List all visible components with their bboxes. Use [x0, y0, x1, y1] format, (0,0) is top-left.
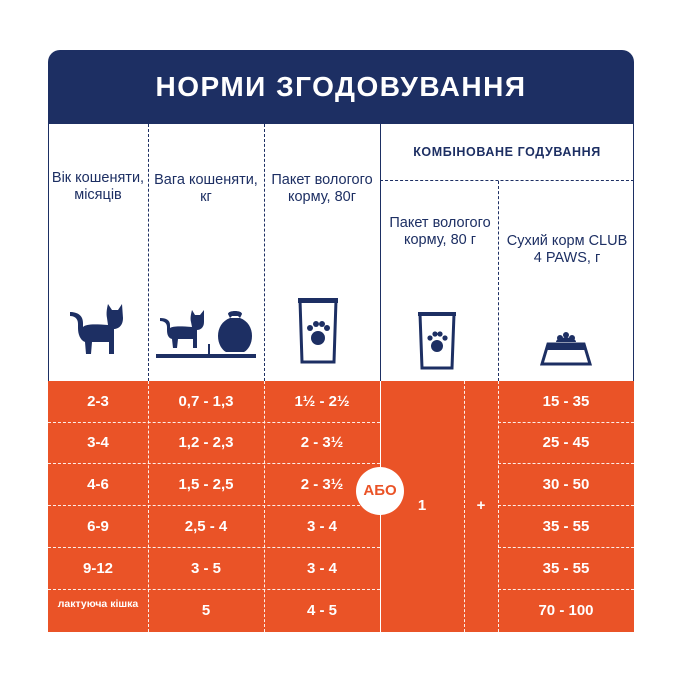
feeding-table-card: НОРМИ ЗГОДОВУВАННЯ Вік кошеняти, місяців… — [48, 50, 634, 632]
combined-divider — [380, 180, 634, 181]
table-cell-wet: 1½ - 2½ — [294, 393, 350, 410]
table-cell-dry: 70 - 100 — [538, 602, 594, 619]
col-divider — [498, 381, 499, 632]
col-divider — [148, 124, 149, 381]
col-divider — [464, 381, 465, 632]
table-cell-wet: 3 - 4 — [306, 518, 337, 535]
table-cell-wet: 2 - 3½ — [300, 434, 344, 451]
table-cell-age: 2-3 — [87, 393, 109, 410]
cat-icon — [70, 304, 123, 354]
page-title: НОРМИ ЗГОДОВУВАННЯ — [155, 71, 527, 102]
col-divider-solid — [380, 124, 381, 381]
table-cell-dry: 15 - 35 — [542, 393, 590, 410]
data-table — [48, 381, 634, 632]
cat-with-weight-icon — [156, 310, 256, 358]
table-cell-age: 3-4 — [87, 434, 109, 451]
row-divider — [48, 589, 380, 590]
row-divider — [498, 463, 634, 464]
wet-food-pouch-icon — [418, 312, 456, 370]
combined-wet-value: 1 — [417, 497, 427, 514]
header-combined-wet: Пакет вологого корму, 80 г — [389, 215, 491, 248]
wet-food-pouch-icon — [298, 298, 338, 364]
header-combined-dry: Сухий корм CLUB 4 PAWS, г — [506, 233, 628, 266]
col-divider — [264, 381, 265, 632]
col-divider — [264, 124, 265, 381]
table-cell-dry: 25 - 45 — [542, 434, 590, 451]
table-cell-weight: 0,7 - 1,3 — [178, 393, 234, 410]
header-combined: КОМБІНОВАНЕ ГОДУВАННЯ — [413, 145, 601, 159]
table-cell-wet: 4 - 5 — [306, 602, 337, 619]
table-cell-dry: 35 - 55 — [542, 560, 590, 577]
table-cell-wet: 3 - 4 — [306, 560, 337, 577]
or-badge: АБО — [356, 467, 404, 515]
table-cell-wet: 2 - 3½ — [300, 476, 344, 493]
row-divider — [498, 422, 634, 423]
table-cell-weight: 2,5 - 4 — [184, 518, 228, 535]
plus-sign: + — [476, 497, 486, 514]
row-divider — [498, 547, 634, 548]
col-divider — [148, 381, 149, 632]
food-bowl-icon — [539, 332, 593, 366]
table-cell-dry: 30 - 50 — [542, 476, 590, 493]
row-divider — [48, 547, 380, 548]
table-cell-age: 6-9 — [87, 518, 109, 535]
table-cell-weight: 1,5 - 2,5 — [178, 476, 234, 493]
header-age: Вік кошеняти, місяців — [51, 170, 145, 203]
table-cell-dry: 35 - 55 — [542, 518, 590, 535]
table-cell-age: 4-6 — [87, 476, 109, 493]
table-cell-weight: 5 — [201, 602, 211, 619]
row-divider — [48, 463, 380, 464]
row-divider — [498, 589, 634, 590]
col-divider — [498, 181, 499, 381]
row-divider — [498, 505, 634, 506]
row-divider — [48, 505, 380, 506]
header-zone — [48, 124, 634, 431]
table-cell-weight: 1,2 - 2,3 — [178, 434, 234, 451]
table-header-banner: НОРМИ ЗГОДОВУВАННЯ — [48, 50, 634, 124]
table-cell-weight: 3 - 5 — [190, 560, 221, 577]
table-cell-age: лактуюча кішка — [57, 598, 139, 610]
header-wet-pack: Пакет вологого корму, 80г — [271, 172, 373, 205]
table-cell-age: 9-12 — [82, 560, 114, 577]
row-divider — [48, 422, 380, 423]
header-weight: Вага кошеняти, кг — [154, 172, 258, 205]
